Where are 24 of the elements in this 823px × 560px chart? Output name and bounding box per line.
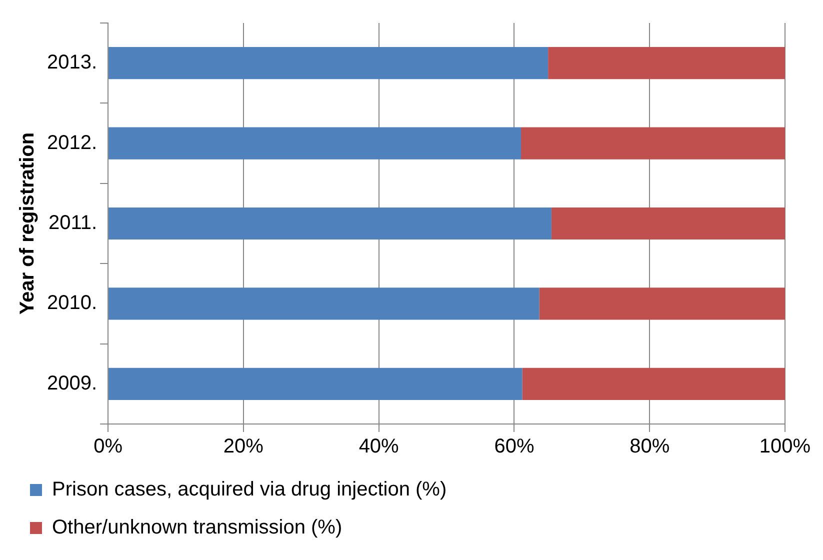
bar — [522, 368, 785, 400]
bar — [548, 47, 785, 80]
y-tick-label: 2012. — [46, 132, 98, 154]
y-tick-label: 2010. — [46, 292, 98, 314]
x-tick-label: 40% — [358, 436, 400, 458]
bar — [539, 288, 785, 320]
y-tick-label: 2009. — [46, 372, 98, 394]
bar — [551, 207, 785, 240]
bar — [108, 47, 548, 80]
y-tick-label: 2013. — [46, 52, 98, 74]
bar — [520, 127, 785, 160]
y-axis-title: Year of registration — [16, 132, 39, 315]
x-tick-label: 0% — [94, 436, 123, 458]
x-tick-label: 60% — [494, 436, 534, 458]
bar — [108, 368, 522, 400]
x-tick-label: 100% — [759, 436, 811, 458]
x-tick-label: 20% — [223, 436, 264, 458]
bar — [108, 288, 540, 320]
legend-label: Other/unknown transmission (%) — [52, 516, 342, 539]
bar — [108, 127, 521, 160]
bar — [108, 207, 552, 240]
x-tick-label: 80% — [630, 436, 670, 458]
legend-label: Prison cases, acquired via drug injection (%) — [52, 478, 447, 501]
y-tick-label: 2011. — [48, 212, 98, 234]
